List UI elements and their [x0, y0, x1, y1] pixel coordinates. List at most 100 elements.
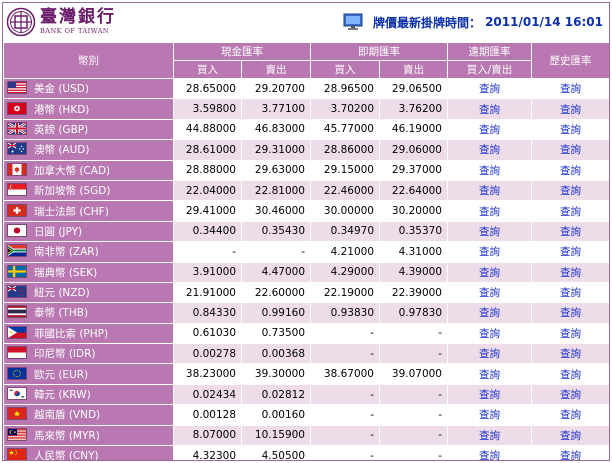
- forward-rate-query-link[interactable]: 查詢: [479, 389, 500, 402]
- currency-name: 新加坡幣 (SGD): [34, 185, 111, 198]
- spot-sell-cell: 29.06500: [379, 77, 448, 100]
- forward-rate-cell: 查詢: [447, 77, 532, 100]
- history-rate-query-link[interactable]: 查詢: [560, 164, 581, 177]
- forward-rate-query-link[interactable]: 查詢: [479, 266, 500, 279]
- forward-rate-query-link[interactable]: 查詢: [479, 287, 500, 300]
- table-row: 美金 (USD) 28.65000 29.20700 28.96500 29.06500…: [3, 77, 609, 100]
- spot-sell-cell: 0.35370: [379, 220, 448, 243]
- history-rate-query-link[interactable]: 查詢: [560, 266, 581, 279]
- update-info: 牌價最新掛牌時間： 2011/01/14 16:01: [343, 13, 603, 31]
- spot-buy-cell: 0.93830: [310, 302, 380, 324]
- history-rate-cell: 查詢: [531, 200, 609, 222]
- currency-name: 馬來幣 (MYR): [34, 429, 100, 442]
- forward-rate-query-link[interactable]: 查詢: [479, 123, 500, 136]
- update-time: 2011/01/14 16:01: [485, 15, 603, 29]
- forward-rate-query-link[interactable]: 查詢: [479, 83, 500, 96]
- spot-buy-cell: 30.00000: [310, 200, 380, 222]
- forward-rate-query-link[interactable]: 查詢: [479, 348, 500, 361]
- cash-sell-cell: 29.20700: [241, 77, 311, 100]
- history-rate-query-link[interactable]: 查詢: [560, 429, 581, 442]
- spot-buy-cell: 4.29000: [310, 261, 380, 283]
- col-header-currency: 幣別: [3, 42, 174, 79]
- forward-rate-query-link[interactable]: 查詢: [479, 185, 500, 198]
- spot-sell-cell: 4.31000: [379, 241, 448, 263]
- spot-sell-cell: -: [379, 445, 448, 460]
- currency-name: 加拿大幣 (CAD): [34, 164, 111, 177]
- forward-rate-cell: 查詢: [447, 118, 532, 141]
- table-row: 人民幣 (CNY) 4.32300 4.50500- - 查詢 查詢: [3, 445, 609, 461]
- history-rate-query-link[interactable]: 查詢: [560, 450, 581, 461]
- cash-buy-cell: 21.91000: [173, 281, 242, 304]
- forward-rate-query-link[interactable]: 查詢: [479, 205, 500, 218]
- history-rate-query-link[interactable]: 查詢: [560, 144, 581, 157]
- currency-cell: 韓元 (KRW): [3, 383, 174, 406]
- forward-rate-query-link[interactable]: 查詢: [479, 429, 500, 442]
- currency-cell: 港幣 (HKD): [3, 98, 174, 120]
- history-rate-query-link[interactable]: 查詢: [560, 327, 581, 340]
- spot-buy-cell: -: [310, 383, 380, 406]
- cash-buy-cell: 28.65000: [173, 77, 242, 100]
- currency-cell: 英鎊 (GBP): [3, 118, 174, 141]
- forward-rate-cell: 查詢: [447, 363, 532, 385]
- cash-buy-cell: 0.84330: [173, 302, 242, 324]
- cash-sell-cell: 22.60000: [241, 281, 311, 304]
- history-rate-query-link[interactable]: 查詢: [560, 409, 581, 422]
- spot-buy-cell: 38.67000: [310, 363, 380, 385]
- history-rate-cell: 查詢: [531, 281, 609, 304]
- cn-flag-icon: [7, 448, 27, 460]
- forward-rate-cell: 查詢: [447, 445, 532, 461]
- history-rate-query-link[interactable]: 查詢: [560, 225, 581, 238]
- bank-seal-icon: [6, 7, 36, 37]
- spot-sell-cell: 46.19000: [379, 118, 448, 141]
- table-row: 菲國比索 (PHP) 0.61030 0.73500- - 查詢 查詢: [3, 322, 609, 345]
- forward-rate-query-link[interactable]: 查詢: [479, 246, 500, 259]
- cash-buy-cell: 22.04000: [173, 179, 242, 202]
- history-rate-query-link[interactable]: 查詢: [560, 389, 581, 402]
- cash-sell-cell: 3.77100: [241, 98, 311, 120]
- spot-sell-cell: -: [379, 343, 448, 365]
- forward-rate-query-link[interactable]: 查詢: [479, 368, 500, 381]
- forward-rate-query-link[interactable]: 查詢: [479, 144, 500, 157]
- currency-name: 歐元 (EUR): [34, 368, 89, 381]
- history-rate-query-link[interactable]: 查詢: [560, 83, 581, 96]
- history-rate-query-link[interactable]: 查詢: [560, 307, 581, 320]
- forward-rate-query-link[interactable]: 查詢: [479, 327, 500, 340]
- currency-cell: 澳幣 (AUD): [3, 139, 174, 161]
- hk-flag-icon: [7, 101, 27, 115]
- forward-rate-query-link[interactable]: 查詢: [479, 225, 500, 238]
- forward-rate-query-link[interactable]: 查詢: [479, 409, 500, 422]
- forward-rate-query-link[interactable]: 查詢: [479, 307, 500, 320]
- cash-buy-cell: 3.59800: [173, 98, 242, 120]
- cash-sell-cell: 0.00160: [241, 404, 311, 426]
- spot-buy-cell: 0.34970: [310, 220, 380, 243]
- forward-rate-query-link[interactable]: 查詢: [479, 450, 500, 461]
- spot-buy-cell: -: [310, 445, 380, 460]
- id-flag-icon: [7, 346, 27, 360]
- currency-cell: 馬來幣 (MYR): [3, 424, 174, 447]
- history-rate-query-link[interactable]: 查詢: [560, 185, 581, 198]
- history-rate-query-link[interactable]: 查詢: [560, 287, 581, 300]
- history-rate-query-link[interactable]: 查詢: [560, 246, 581, 259]
- spot-sell-cell: 39.07000: [379, 363, 448, 385]
- update-label: 牌價最新掛牌時間：: [373, 15, 482, 30]
- spot-sell-cell: -: [379, 424, 448, 447]
- forward-rate-query-link[interactable]: 查詢: [479, 164, 500, 177]
- rate-rows: 美金 (USD) 28.65000 29.20700 28.96500 29.06500…: [3, 77, 609, 461]
- spot-buy-cell: 28.96500: [310, 77, 380, 100]
- cash-sell-cell: 29.31000: [241, 139, 311, 161]
- history-rate-query-link[interactable]: 查詢: [560, 123, 581, 136]
- history-rate-cell: 查詢: [531, 77, 609, 100]
- history-rate-query-link[interactable]: 查詢: [560, 205, 581, 218]
- table-row: 歐元 (EUR) 38.23000 39.30000 38.67000 39.07000…: [3, 363, 609, 385]
- history-rate-query-link[interactable]: 查詢: [560, 368, 581, 381]
- history-rate-query-link[interactable]: 查詢: [560, 103, 581, 116]
- spot-buy-cell: 28.86000: [310, 139, 380, 161]
- bank-logo[interactable]: 臺灣銀行 BANK OF TAIWAN: [6, 7, 116, 37]
- history-rate-query-link[interactable]: 查詢: [560, 348, 581, 361]
- ch-flag-icon: [7, 203, 27, 217]
- forward-rate-query-link[interactable]: 查詢: [479, 103, 500, 116]
- history-rate-cell: 查詢: [531, 343, 609, 365]
- currency-name: 紐元 (NZD): [34, 287, 90, 300]
- currency-cell: 美金 (USD): [3, 77, 174, 100]
